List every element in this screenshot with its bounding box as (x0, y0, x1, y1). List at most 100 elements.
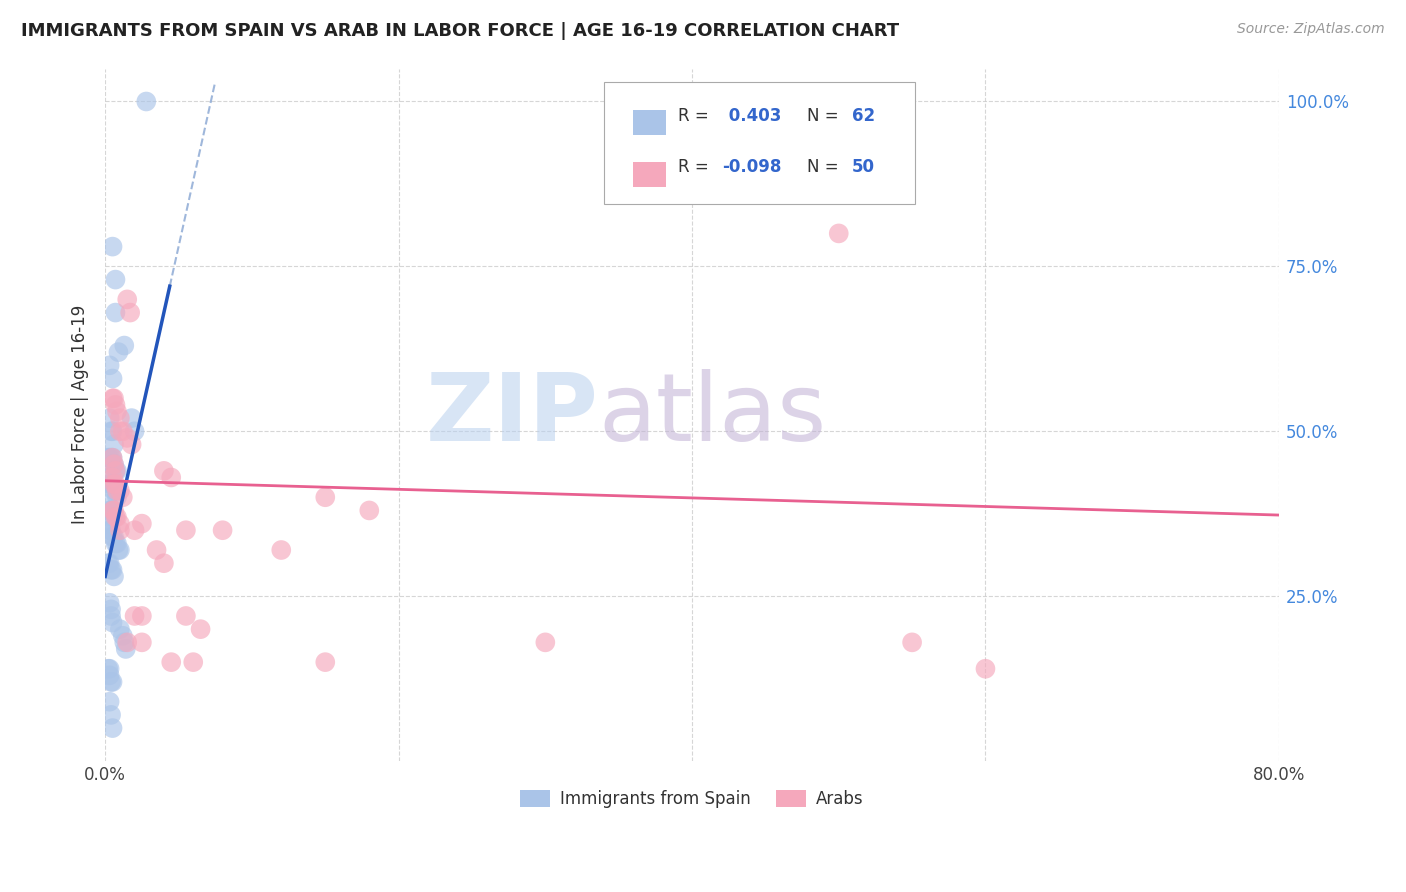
Point (112, 635, 135, 649)
Point (98, 662, 121, 676)
Y-axis label: In Labor Force | Age 16-19: In Labor Force | Age 16-19 (72, 305, 89, 524)
Point (101, 615, 124, 630)
Text: 62: 62 (852, 107, 875, 125)
Point (135, 95, 157, 109)
Text: N =: N = (807, 107, 844, 125)
Point (104, 477, 127, 491)
Point (101, 721, 124, 735)
Point (101, 392, 124, 406)
Point (100, 674, 122, 689)
Point (108, 516, 131, 531)
Point (103, 530, 125, 544)
Point (174, 609, 197, 624)
Point (101, 510, 124, 524)
Point (359, 503, 381, 517)
Point (160, 470, 183, 484)
Point (108, 622, 131, 636)
Point (104, 464, 127, 478)
Point (98, 450, 121, 465)
Point (101, 563, 124, 577)
Point (104, 398, 127, 412)
Point (115, 431, 138, 445)
Text: atlas: atlas (598, 368, 827, 461)
Text: Source: ZipAtlas.com: Source: ZipAtlas.com (1237, 22, 1385, 37)
Point (105, 464, 128, 478)
Point (98, 477, 121, 491)
Point (100, 609, 122, 624)
Point (181, 655, 204, 669)
Point (100, 425, 122, 439)
Point (104, 464, 127, 478)
Point (101, 477, 124, 491)
Point (98, 596, 121, 610)
Point (100, 602, 122, 616)
Point (153, 464, 176, 478)
Point (314, 490, 336, 504)
Point (108, 411, 131, 425)
Point (104, 305, 127, 319)
Point (131, 516, 153, 531)
Point (100, 503, 122, 517)
Point (97, 662, 120, 676)
Point (101, 674, 124, 689)
Point (101, 239, 124, 253)
Point (828, 227, 851, 241)
Point (103, 437, 125, 451)
Point (111, 425, 134, 439)
Point (145, 543, 167, 558)
Text: IMMIGRANTS FROM SPAIN VS ARAB IN LABOR FORCE | AGE 16-19 CORRELATION CHART: IMMIGRANTS FROM SPAIN VS ARAB IN LABOR F… (21, 22, 900, 40)
Point (160, 655, 183, 669)
Text: N =: N = (807, 159, 844, 177)
Point (107, 543, 129, 558)
Point (98, 411, 121, 425)
Point (114, 642, 136, 657)
Point (103, 392, 125, 406)
Bar (633, 162, 666, 187)
Point (105, 510, 128, 524)
Point (211, 523, 233, 537)
Point (108, 543, 131, 558)
Point (100, 563, 122, 577)
Point (104, 483, 127, 498)
Point (314, 655, 336, 669)
Point (101, 425, 124, 439)
Point (111, 629, 134, 643)
Point (98, 668, 121, 682)
Point (104, 272, 127, 286)
Point (107, 345, 129, 359)
Point (153, 556, 176, 570)
Point (124, 425, 146, 439)
Point (111, 490, 134, 504)
FancyBboxPatch shape (605, 82, 915, 203)
Point (101, 470, 124, 484)
Point (105, 490, 128, 504)
Text: ZIP: ZIP (425, 368, 598, 461)
Point (131, 609, 153, 624)
Point (121, 411, 143, 425)
Point (98, 556, 121, 570)
Point (120, 305, 142, 319)
Point (97, 497, 120, 511)
Point (101, 450, 124, 465)
Point (100, 707, 122, 722)
Point (100, 477, 122, 491)
Point (100, 450, 122, 465)
Point (974, 662, 997, 676)
Point (103, 569, 125, 583)
Point (124, 523, 146, 537)
Text: R =: R = (678, 107, 714, 125)
Point (100, 523, 122, 537)
Point (115, 635, 138, 649)
Point (124, 609, 146, 624)
Point (103, 477, 125, 491)
Point (174, 523, 197, 537)
Point (190, 622, 212, 636)
Point (97, 470, 120, 484)
Point (534, 635, 557, 649)
Point (108, 523, 131, 537)
Point (101, 530, 124, 544)
Point (121, 437, 143, 451)
Point (101, 503, 124, 517)
Point (98, 503, 121, 517)
Point (108, 425, 131, 439)
